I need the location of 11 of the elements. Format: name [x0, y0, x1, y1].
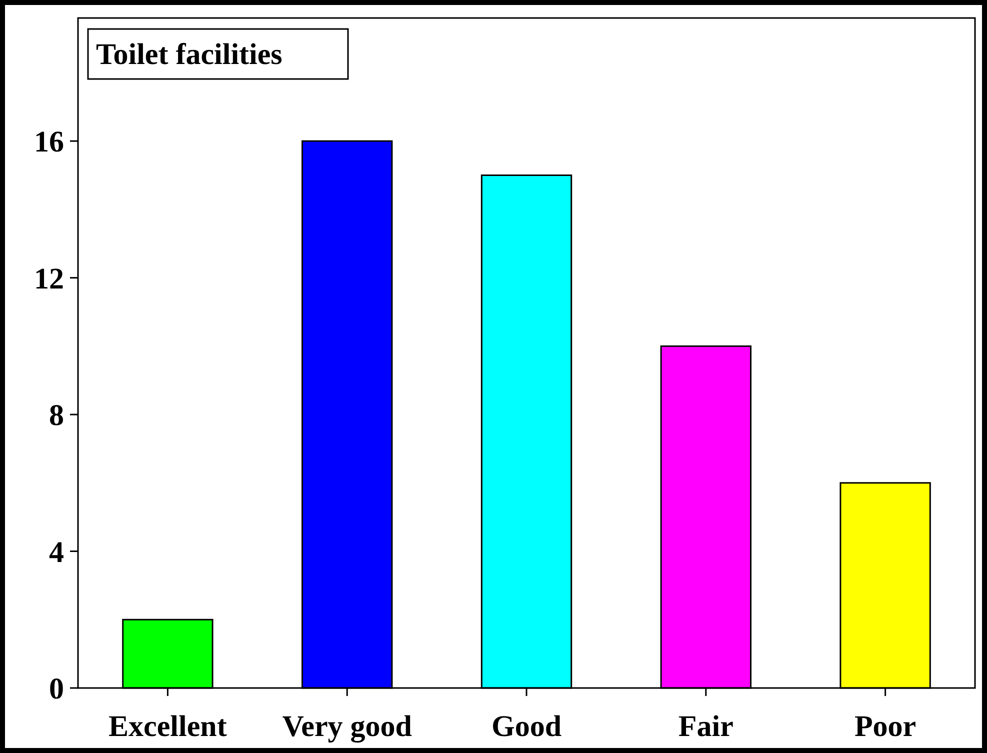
x-tick-label: Very good	[282, 710, 412, 743]
y-tick-label: 16	[34, 126, 64, 159]
x-tick-label: Poor	[854, 710, 916, 743]
y-tick-label: 8	[49, 399, 64, 432]
text: Toilet facilities	[96, 38, 282, 71]
y-tick-label: 0	[49, 672, 64, 706]
y-tick-label: 12	[34, 262, 64, 296]
x-tick-label: Fair	[678, 710, 734, 743]
x-tick-label: Good	[491, 710, 562, 743]
y-tick-label: 4	[49, 536, 64, 569]
x-tick-label: Excellent	[108, 710, 227, 743]
